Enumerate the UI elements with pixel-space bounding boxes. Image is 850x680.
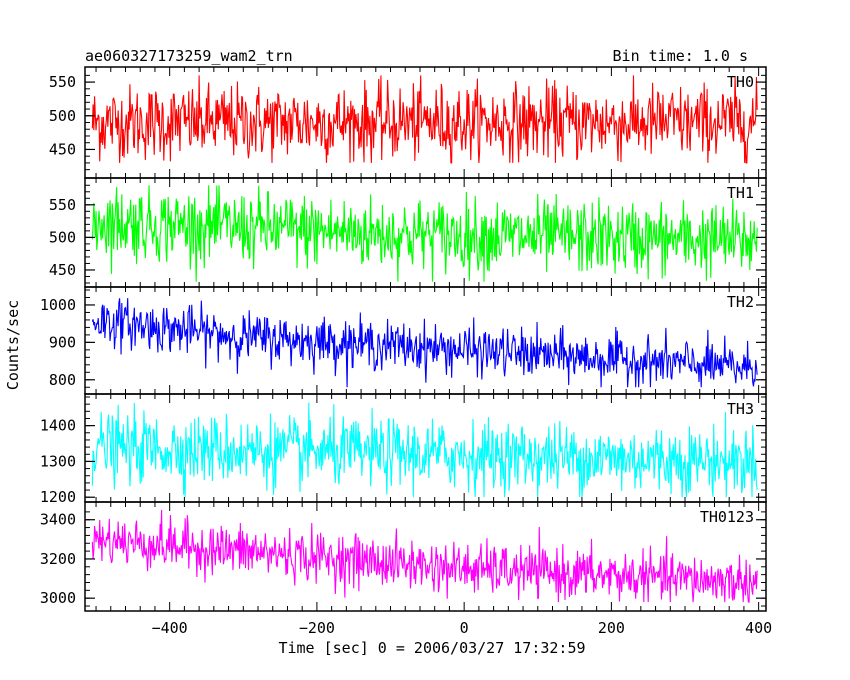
x-tick-label: 200 — [598, 619, 625, 637]
panel-th0123: TH0123 3000 3200 3400 — [40, 501, 767, 612]
y-tick-label: 3400 — [40, 511, 76, 529]
y-tick-label: 450 — [49, 261, 76, 279]
y-tick-label: 550 — [49, 73, 76, 91]
panel-label-th0: TH0 — [727, 73, 754, 91]
series-line-th2 — [91, 298, 758, 388]
y-tick-label: 800 — [49, 371, 76, 389]
panel-th1: TH1 450 500 550 — [49, 177, 767, 288]
panel-th2: TH2 800 900 1000 — [40, 286, 767, 395]
x-axis: −400 −200 0 200 400 — [152, 619, 773, 637]
x-axis-label: Time [sec] 0 = 2006/03/27 17:32:59 — [278, 639, 585, 657]
x-tick-label: 400 — [745, 619, 772, 637]
y-tick-label: 900 — [49, 333, 76, 351]
series-line-th1 — [91, 185, 758, 282]
y-tick-label: 500 — [49, 228, 76, 246]
bin-time-label: Bin time: 1.0 s — [613, 47, 748, 65]
panel-label-th0123: TH0123 — [700, 508, 754, 526]
panel-label-th2: TH2 — [727, 293, 754, 311]
panel-label-th3: TH3 — [727, 400, 754, 418]
series-line-th0 — [91, 75, 758, 164]
panel-th3: TH3 1200 1300 1400 — [40, 393, 767, 506]
chart-title: ae060327173259_wam2_trn — [85, 47, 293, 65]
panel-label-th1: TH1 — [727, 184, 754, 202]
y-tick-label: 550 — [49, 196, 76, 214]
y-tick-label: 1000 — [40, 296, 76, 314]
y-axis-label: Counts/sec — [4, 300, 22, 390]
y-tick-label: 1400 — [40, 417, 76, 435]
y-tick-label: 1200 — [40, 488, 76, 506]
series-line-th0123 — [91, 509, 758, 603]
panel-frame — [84, 501, 767, 612]
y-tick-label: 3200 — [40, 550, 76, 568]
y-tick-label: 3000 — [40, 589, 76, 607]
panels: TH0 450 500 550 TH1 450 500 550 TH2 800 900 1000 TH3… — [40, 66, 767, 612]
x-tick-label: 0 — [460, 619, 469, 637]
x-tick-label: −400 — [152, 619, 188, 637]
y-tick-label: 1300 — [40, 452, 76, 470]
y-tick-label: 500 — [49, 107, 76, 125]
series-line-th3 — [91, 402, 758, 498]
panel-th0: TH0 450 500 550 — [49, 66, 767, 179]
y-tick-label: 450 — [49, 140, 76, 158]
x-tick-label: −200 — [299, 619, 335, 637]
